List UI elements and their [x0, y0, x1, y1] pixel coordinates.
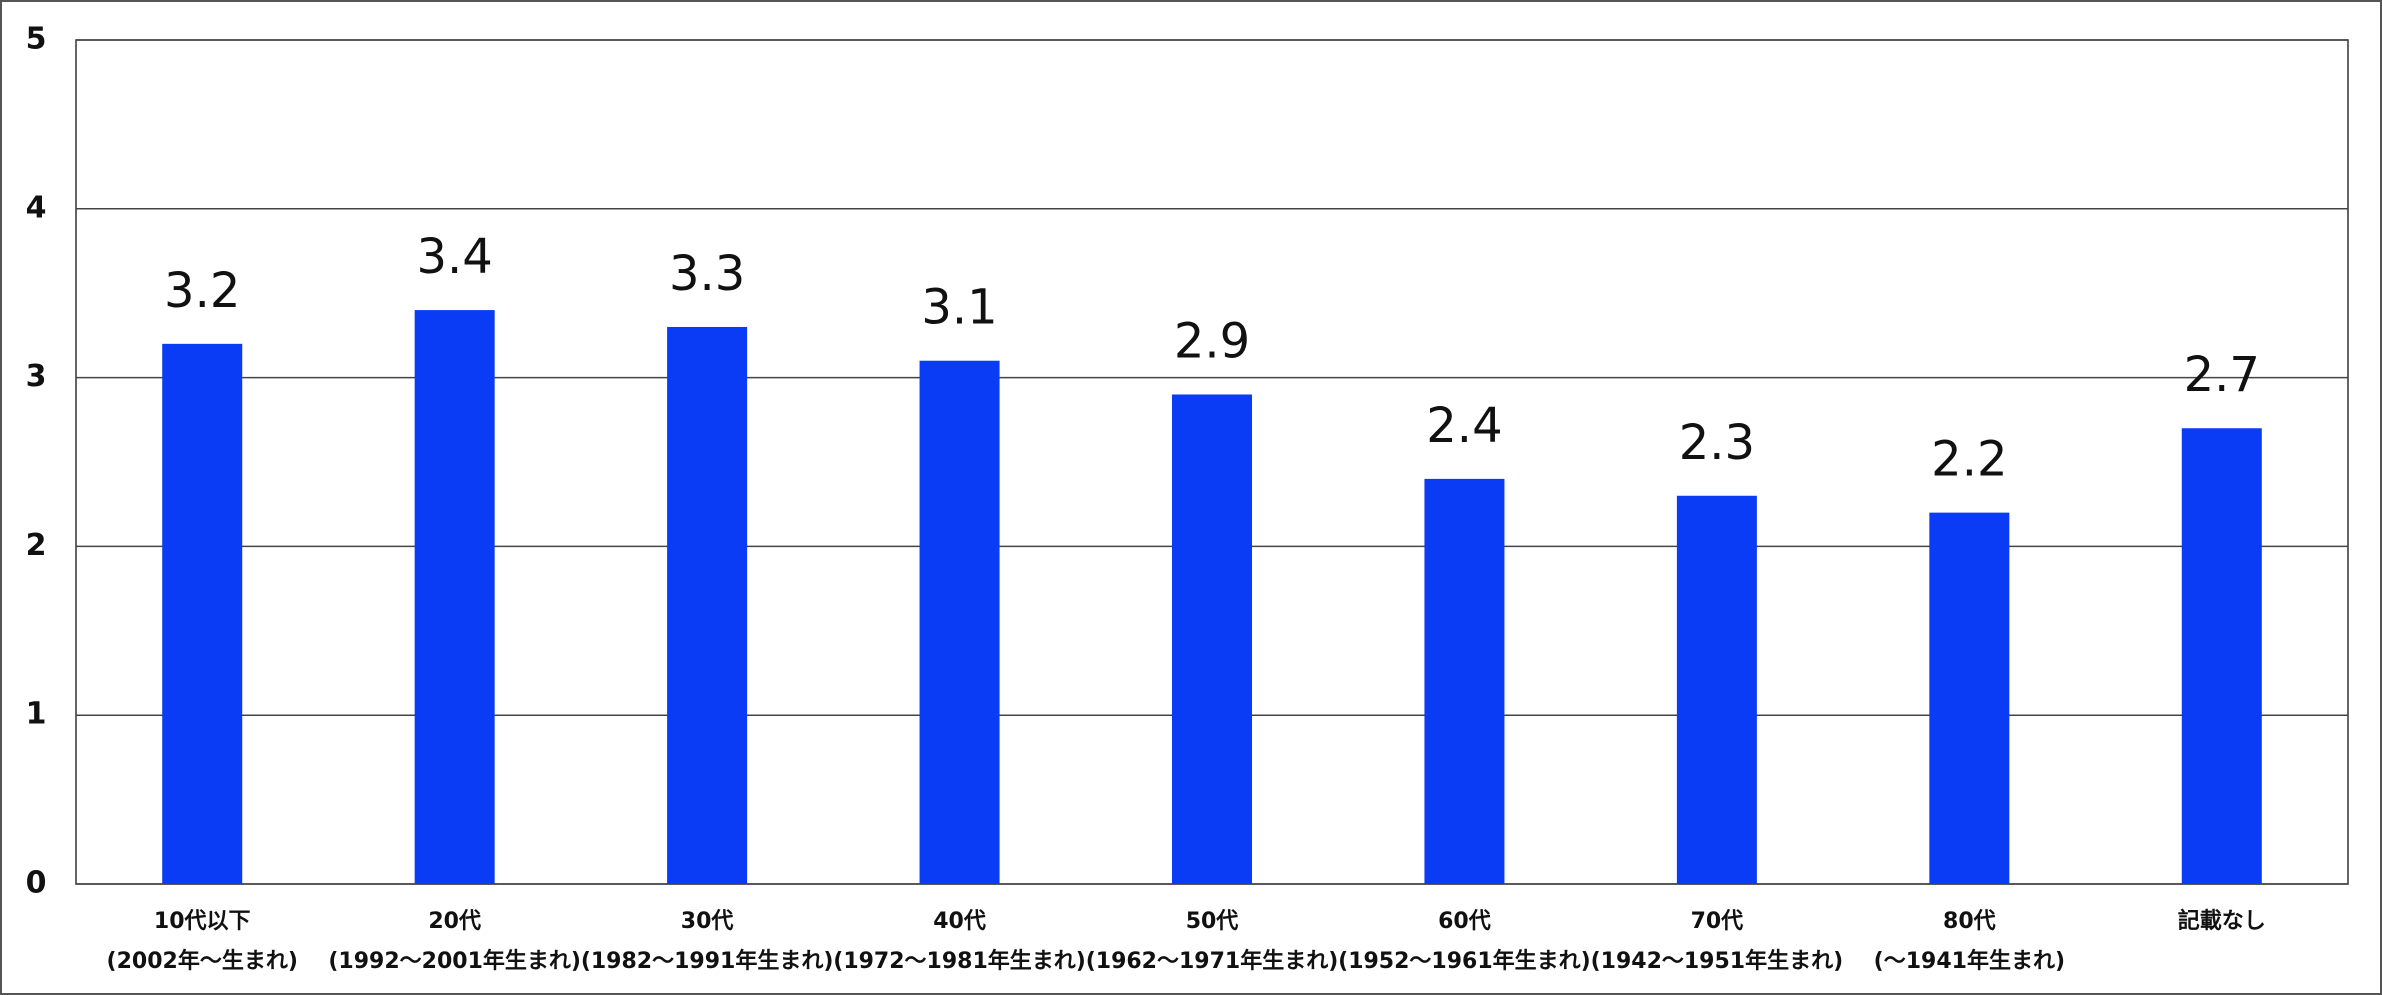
- bar: [162, 343, 243, 885]
- value-label: 3.4: [416, 229, 492, 285]
- value-label: 2.2: [1931, 432, 2007, 488]
- y-tick-label: 5: [26, 22, 47, 57]
- y-tick-label: 0: [26, 866, 47, 901]
- x-tick-label: 20代: [428, 909, 481, 934]
- x-tick-label: (1962〜1971年生まれ): [1086, 948, 1339, 974]
- x-tick-label: 80代: [1943, 909, 1996, 934]
- value-label: 2.3: [1679, 415, 1755, 471]
- x-tick-label: 10代以下: [154, 909, 251, 934]
- bar: [2181, 428, 2262, 884]
- value-label: 3.1: [921, 280, 997, 336]
- x-tick-label: 50代: [1186, 909, 1239, 934]
- x-tick-label: (1972〜1981年生まれ): [833, 948, 1086, 974]
- value-label: 3.2: [164, 263, 240, 319]
- bar: [1424, 478, 1505, 884]
- value-label: 2.4: [1426, 398, 1502, 454]
- bar: [1929, 512, 2010, 884]
- bar: [667, 326, 748, 885]
- x-tick-label: (1992〜2001年生まれ): [328, 948, 581, 974]
- x-tick-label: 40代: [933, 909, 986, 934]
- x-tick-label: (1942〜1951年生まれ): [1591, 948, 1844, 974]
- y-tick-label: 1: [26, 697, 47, 732]
- x-tick-label: 30代: [681, 909, 734, 934]
- bar: [414, 310, 495, 885]
- x-tick-label: 60代: [1438, 909, 1491, 934]
- bar: [1172, 394, 1252, 884]
- x-tick-label: (1952〜1961年生まれ): [1338, 948, 1591, 974]
- bar: [919, 360, 1000, 885]
- value-label: 3.3: [669, 246, 745, 302]
- value-label: 2.9: [1174, 313, 1250, 369]
- x-tick-label: (〜1941年生まれ): [1874, 948, 2065, 974]
- x-tick-label: 70代: [1691, 909, 1744, 934]
- y-tick-label: 2: [26, 528, 47, 563]
- y-tick-label: 3: [26, 359, 47, 394]
- x-tick-label: 記載なし: [2178, 908, 2266, 934]
- x-tick-label: (2002年〜生まれ): [107, 948, 298, 974]
- y-tick-label: 4: [26, 190, 47, 225]
- value-label: 2.7: [2184, 347, 2260, 403]
- bar: [1676, 495, 1757, 884]
- x-tick-label: (1982〜1991年生まれ): [581, 948, 834, 974]
